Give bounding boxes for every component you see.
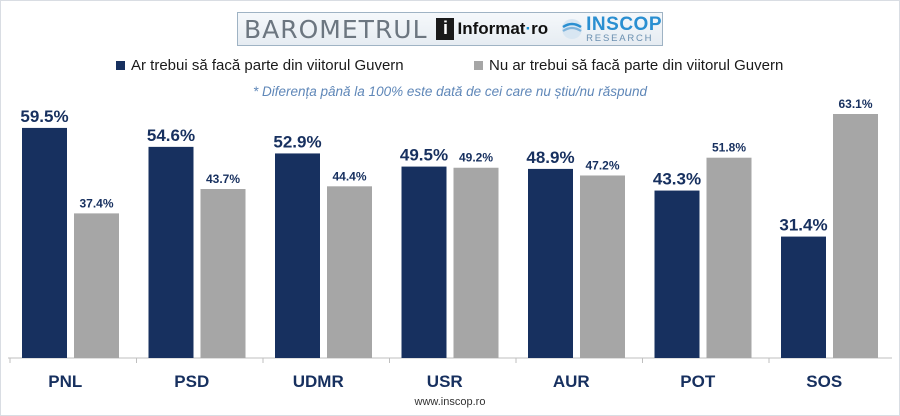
legend-swatch-yes — [116, 61, 125, 70]
inscop-logo-sub: RESEARCH — [586, 32, 654, 44]
category-label-aur: AUR — [553, 372, 590, 391]
data-label-yes-sos: 31.4% — [779, 216, 827, 235]
legend-label-yes: Ar trebui să facă parte din viitorul Guv… — [131, 57, 404, 74]
bar-no-udmr — [327, 186, 372, 358]
data-label-no-pot: 51.8% — [712, 141, 746, 155]
bar-no-pot — [706, 157, 752, 358]
category-label-pot: POT — [680, 372, 716, 391]
bar-no-usr — [453, 167, 499, 358]
data-label-no-sos: 63.1% — [838, 97, 872, 111]
legend-item-yes: Ar trebui să facă parte din viitorul Guv… — [116, 57, 404, 74]
data-label-no-pnl: 37.4% — [79, 196, 113, 210]
bar-yes-aur — [528, 168, 573, 358]
informat-logo-dot: · — [525, 19, 532, 38]
bar-yes-pnl — [22, 127, 67, 358]
header-banner: BAROMETRUL i Informat·ro INSCOP RESEARCH — [237, 12, 663, 46]
chart-note: * Diferența până la 100% este dată de ce… — [252, 84, 647, 99]
data-label-no-aur: 47.2% — [585, 158, 619, 172]
legend-label-no: Nu ar trebui să facă parte din viitorul … — [489, 57, 784, 74]
data-label-yes-psd: 54.6% — [147, 126, 195, 145]
bar-no-aur — [580, 175, 625, 358]
informat-logo-text: Informat — [457, 19, 526, 38]
category-label-psd: PSD — [174, 372, 209, 391]
footer-url: www.inscop.ro — [414, 396, 486, 408]
data-label-yes-usr: 49.5% — [400, 146, 448, 165]
data-label-yes-aur: 48.9% — [526, 148, 574, 167]
category-label-udmr: UDMR — [293, 372, 344, 391]
legend-swatch-no — [474, 61, 483, 70]
inscop-mark-icon — [562, 19, 583, 39]
barometer-title: BAROMETRUL — [244, 14, 428, 44]
bar-no-sos — [833, 114, 878, 358]
data-label-yes-udmr: 52.9% — [273, 132, 321, 151]
bar-yes-udmr — [275, 153, 320, 358]
category-label-pnl: PNL — [48, 372, 82, 391]
chart-legend: Ar trebui să facă parte din viitorul Guv… — [0, 57, 900, 79]
category-label-usr: USR — [427, 372, 463, 391]
legend-item-no: Nu ar trebui să facă parte din viitorul … — [474, 57, 783, 74]
data-label-no-psd: 43.7% — [206, 172, 240, 186]
bar-no-psd — [200, 189, 246, 358]
bar-no-pnl — [74, 213, 119, 358]
informat-logo: i Informat·ro — [436, 18, 548, 40]
informat-i-icon: i — [436, 18, 455, 40]
inscop-logo-name: INSCOP — [586, 13, 662, 35]
data-label-no-udmr: 44.4% — [332, 169, 366, 183]
data-label-yes-pot: 43.3% — [653, 170, 701, 189]
bar-yes-pot — [654, 190, 700, 358]
data-label-no-usr: 49.2% — [459, 151, 493, 165]
category-label-sos: SOS — [806, 372, 842, 391]
data-label-yes-pnl: 59.5% — [20, 107, 68, 126]
bar-yes-psd — [148, 146, 194, 358]
bar-yes-usr — [401, 166, 447, 358]
bar-yes-sos — [781, 236, 826, 358]
inscop-logo: INSCOP RESEARCH — [560, 15, 662, 44]
informat-logo-suffix: ro — [531, 19, 549, 38]
